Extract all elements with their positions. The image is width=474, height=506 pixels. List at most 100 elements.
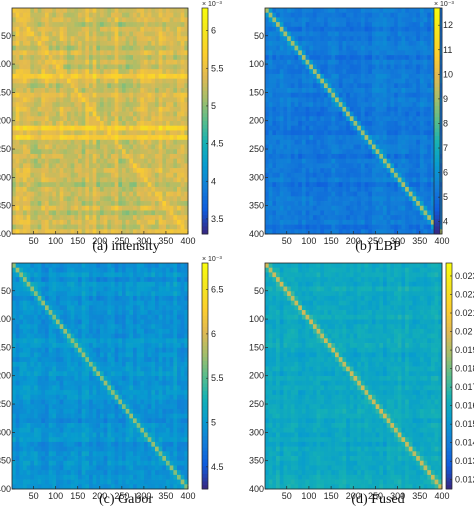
heatmap-cell [12,45,17,51]
heatmap-cell [63,163,68,169]
heatmap-cell [96,36,101,42]
heatmap-cell [136,83,141,89]
heatmap-cell [129,196,134,202]
heatmap-cell [368,64,373,70]
heatmap-cell [401,224,406,230]
heatmap-cell [92,73,97,79]
heatmap-cell [118,83,123,89]
heatmap-cell [173,69,178,75]
heatmap-cell [30,83,35,89]
heatmap-cell [316,50,321,56]
heatmap-cell [96,130,101,136]
heatmap-cell [305,125,310,131]
heatmap-cell [45,177,50,183]
heatmap-cell [272,224,277,230]
colorbar-segment [202,64,208,69]
heatmap-cell [312,50,317,56]
heatmap-cell [309,40,314,47]
heatmap-cell [346,153,351,160]
heatmap-cell [353,177,358,183]
heatmap-cell [383,201,388,207]
heatmap-cell [89,215,94,221]
heatmap-cell [41,229,46,235]
heatmap-cell [316,163,321,169]
heatmap-cell [37,172,42,178]
heatmap-cell [63,116,68,122]
heatmap-cell [287,8,292,14]
heatmap-cell [268,45,273,51]
heatmap-cell [114,45,119,51]
heatmap-cell [89,97,94,103]
heatmap-cell [122,102,127,108]
heatmap-cell [78,17,83,23]
heatmap-cell [276,111,281,117]
heatmap-cell [305,224,310,230]
heatmap-cell [147,158,152,164]
heatmap-cell [360,163,365,169]
heatmap-cell [177,144,182,150]
heatmap-cell [394,135,399,141]
heatmap-cell [34,40,39,47]
heatmap-cell [89,40,94,47]
heatmap-cell [397,125,402,131]
heatmap-cell [272,130,277,136]
heatmap-cell [56,272,61,278]
heatmap-cell [162,64,167,70]
heatmap-cell [78,158,83,164]
heatmap-cell [100,111,105,117]
heatmap-cell [408,196,413,202]
heatmap-cell [283,172,288,178]
colorbar-segment [202,124,208,129]
heatmap-cell [67,97,72,103]
heatmap-cell [357,201,362,207]
heatmap-cell [335,83,340,89]
heatmap-cell [162,17,167,23]
heatmap-cell [78,26,83,32]
heatmap-cell [151,121,156,127]
heatmap-cell [89,26,94,32]
heatmap-cell [151,272,156,278]
heatmap-cell [419,224,424,230]
heatmap-cell [383,83,388,89]
heatmap-cell [423,172,428,178]
heatmap-cell [316,153,321,160]
heatmap-cell [129,224,134,230]
heatmap-cell [111,102,116,108]
heatmap-cell [111,201,116,207]
heatmap-cell [416,229,421,235]
heatmap-cell [162,153,167,160]
heatmap-cell [63,215,68,221]
heatmap-cell [74,73,79,79]
heatmap-cell [301,149,306,155]
heatmap-cell [81,12,86,18]
heatmap-cell [375,22,380,28]
heatmap-cell [353,121,358,127]
heatmap-cell [368,168,373,174]
heatmap-cell [357,210,362,216]
heatmap-cell [265,158,270,164]
heatmap-cell [316,102,321,108]
heatmap-cell [155,182,160,188]
heatmap-cell [383,17,388,23]
heatmap-cell [67,111,72,117]
heatmap-cell [320,102,325,108]
heatmap-cell [416,17,421,23]
heatmap-cell [335,121,340,127]
heatmap-cell [147,224,152,230]
colorbar-segment [434,162,440,167]
heatmap-cell [30,125,35,131]
heatmap-cell [26,26,31,32]
heatmap-cell [158,106,163,112]
heatmap-cell [346,125,351,131]
heatmap-cell [184,163,189,169]
heatmap-cell [408,121,413,127]
heatmap-cell [147,121,152,127]
heatmap-cell [316,12,321,18]
heatmap-cell [74,149,79,155]
heatmap-cell [133,31,138,37]
heatmap-cell [96,210,101,216]
heatmap-cell [37,64,42,70]
heatmap-cell [103,267,108,273]
heatmap-cell [140,69,145,75]
heatmap-cell [272,153,277,160]
